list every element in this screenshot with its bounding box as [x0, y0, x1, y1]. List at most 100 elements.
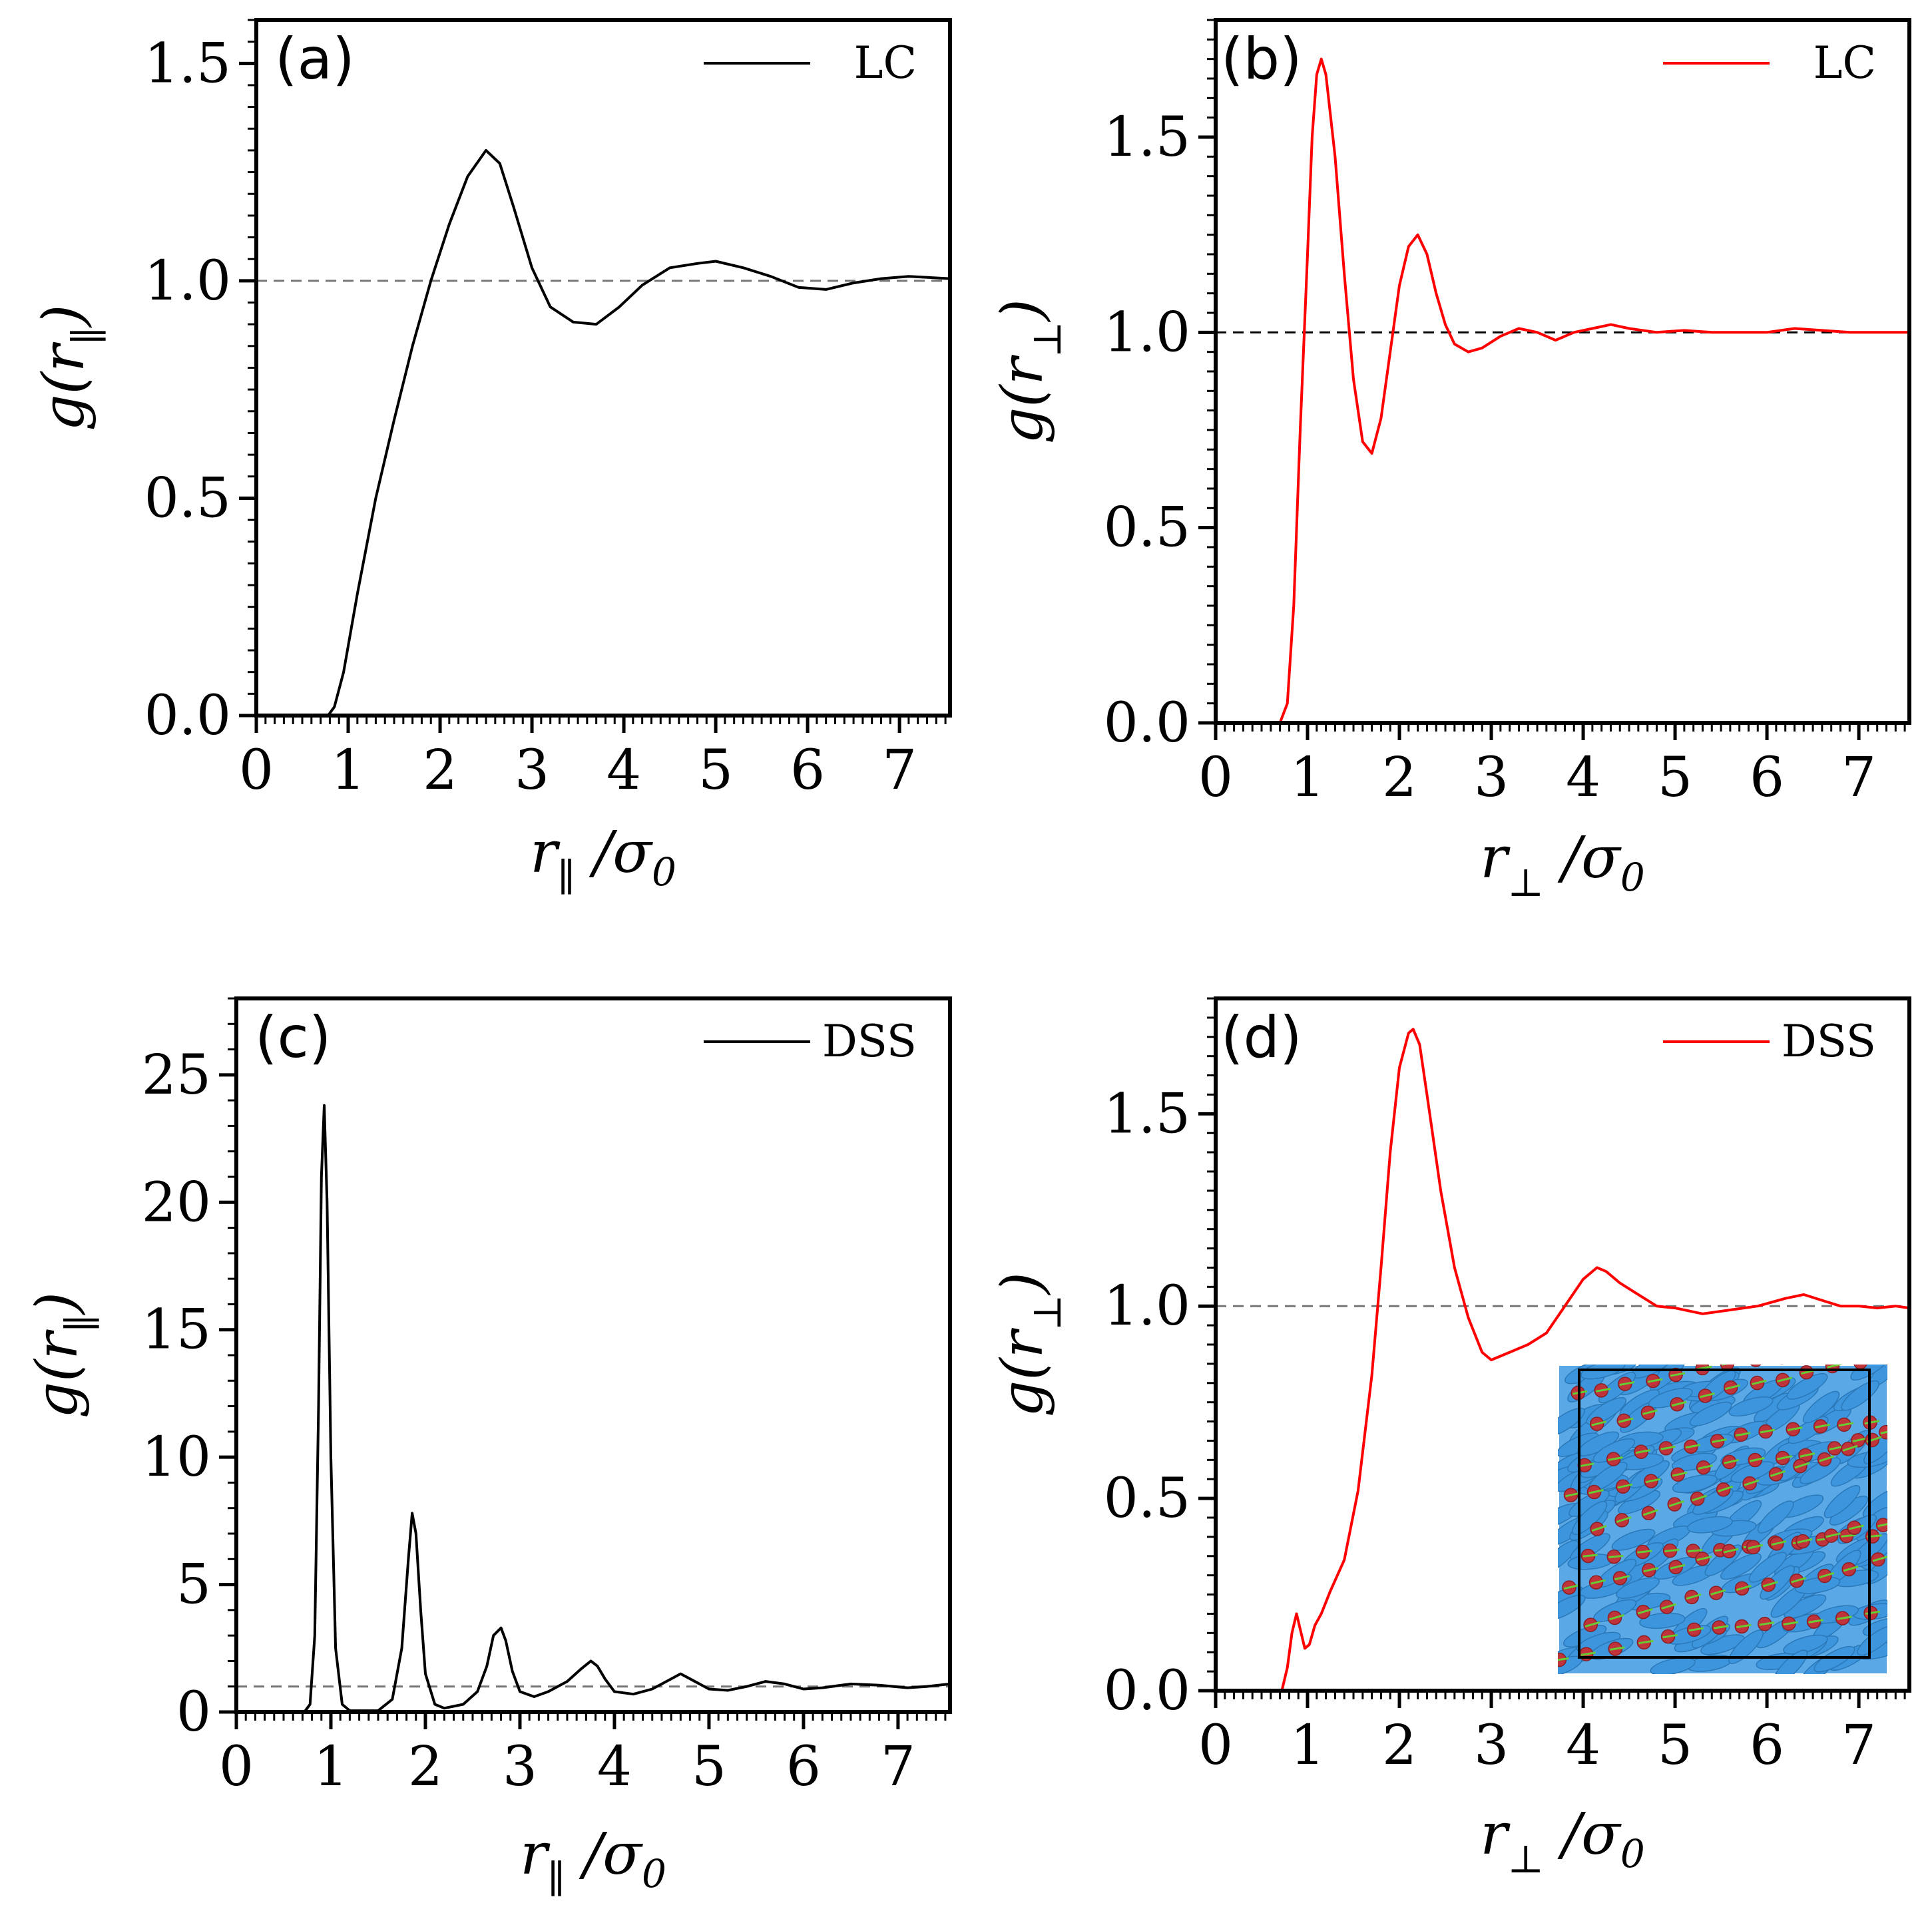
dipole-arrow [1760, 1428, 1776, 1434]
dipole-arrow [1848, 1524, 1864, 1530]
y-tick-label: 0.0 [1104, 692, 1190, 755]
x-tick-label: 6 [790, 739, 825, 802]
x-tick-label: 0 [1198, 746, 1233, 809]
ellipsoid-particle [1672, 1474, 1718, 1494]
dipolar-sphere [1853, 1365, 1867, 1370]
dipole-arrow [1637, 1550, 1652, 1554]
dipole-arrow [1616, 1516, 1632, 1523]
legend-label: LC [1813, 37, 1876, 89]
ellipsoid-particle [1800, 1457, 1841, 1484]
y-tick-label: 1.5 [1104, 106, 1190, 169]
y-tick-label: 0.0 [1104, 1659, 1190, 1723]
y-tick-label: 1.5 [1104, 1082, 1190, 1146]
x-axis-label: r∥ /σ0 [520, 1821, 666, 1902]
dipole-arrow [1724, 1458, 1739, 1464]
dipole-arrow [1700, 1392, 1715, 1398]
ellipsoid-particle [1639, 1612, 1686, 1629]
panel-d: 0 1 2 3 4 5 6 7 0.0 0.5 1.0 1.5 r⊥ /σ0 g(r⊥) (d) DSS [989, 996, 1911, 1882]
dipolar-sphere [1895, 1426, 1908, 1439]
x-tick-label: 2 [423, 739, 457, 802]
dipole-arrow [1865, 1610, 1881, 1615]
dipolar-sphere [1823, 1339, 1837, 1352]
dipolar-sphere [1776, 1351, 1789, 1365]
x-tick-label: 5 [1658, 1714, 1692, 1777]
dipole-arrow [1841, 1534, 1856, 1538]
dipole-arrow [1762, 1581, 1778, 1588]
y-tick-label: 5 [176, 1554, 211, 1617]
inset-particles [1558, 1331, 1918, 1674]
dipole-arrow [1777, 1455, 1792, 1460]
dipole-arrow [1635, 1449, 1651, 1454]
dipole-arrow [1873, 1335, 1888, 1338]
legend-label: DSS [1782, 1016, 1876, 1067]
y-axis-label: g(r⊥) [989, 299, 1070, 444]
dipole-arrow [1591, 1420, 1607, 1426]
dipole-arrow [1642, 1409, 1658, 1415]
dipole-arrow [1852, 1437, 1868, 1442]
dipole-arrow [1578, 1462, 1594, 1468]
panel-a: 0 1 2 3 4 5 6 7 0.0 0.5 1.0 1.5 r∥ /σ0 g(r∥) (a) LC [31, 18, 952, 900]
dipole-arrow [1748, 1544, 1764, 1550]
dipole-arrow [1837, 1615, 1852, 1620]
dipole-arrow [1725, 1384, 1740, 1390]
dipole-arrow [1890, 1417, 1905, 1420]
x-tick-label: 3 [1474, 746, 1509, 809]
ellipsoid-particle [1650, 1657, 1696, 1674]
x-tick-label: 4 [597, 1735, 632, 1799]
y-tick-label: 1.5 [144, 32, 231, 95]
dipole-arrow [1595, 1387, 1611, 1392]
x-tick-label: 6 [1750, 746, 1784, 809]
y-axis-label: g(r∥) [24, 1292, 105, 1418]
x-axis-label: r∥ /σ0 [530, 819, 676, 900]
dipole-arrow [1883, 1356, 1897, 1359]
dipole-arrow [1710, 1589, 1726, 1595]
dipole-arrow [1591, 1525, 1607, 1532]
y-tick-label: 0.5 [1104, 1467, 1190, 1530]
ellipsoid-particle [1823, 1485, 1861, 1518]
ellipsoid-particle [1687, 1516, 1733, 1534]
legend-label: LC [854, 37, 917, 89]
dipole-arrow [1647, 1378, 1663, 1383]
dipole-arrow [1864, 1420, 1880, 1425]
dipole-arrow [1686, 1593, 1702, 1600]
panel-label: (b) [1221, 26, 1302, 93]
ellipsoid-particle [1720, 1553, 1762, 1580]
ellipsoid-particle [1558, 1407, 1585, 1436]
x-tick-label: 4 [1566, 1714, 1600, 1777]
dipole-arrow [1723, 1548, 1739, 1554]
dipole-arrow [1563, 1584, 1579, 1590]
dipole-arrow [1819, 1572, 1835, 1579]
y-tick-label: 1.0 [1104, 1275, 1190, 1338]
x-tick-label: 5 [692, 1735, 726, 1799]
dipole-arrow [1698, 1464, 1714, 1470]
dipolar-sphere [1905, 1347, 1918, 1361]
dipolar-sphere [1872, 1331, 1885, 1344]
dipole-arrow [1670, 1372, 1686, 1377]
x-tick-label: 2 [408, 1735, 443, 1799]
dipole-arrow [1668, 1500, 1684, 1508]
dipole-arrow [1736, 1623, 1752, 1629]
x-tick-label: 6 [1750, 1714, 1784, 1777]
dipolar-sphere [1847, 1334, 1861, 1347]
dipole-arrow [1688, 1627, 1704, 1632]
legend-label: DSS [822, 1016, 917, 1067]
dipole-arrow [1849, 1339, 1863, 1342]
dipole-arrow [1614, 1575, 1630, 1581]
inset-snapshot [1558, 1331, 1918, 1674]
x-axis-label: r⊥ /σ0 [1480, 825, 1645, 905]
dipole-arrow [1618, 1417, 1634, 1423]
dipole-arrow [1777, 1356, 1792, 1359]
dipole-arrow [1685, 1444, 1701, 1449]
panel-b: 0 1 2 3 4 5 6 7 0.0 0.5 1.0 1.5 r⊥ /σ0 g(r⊥) (b) LC [989, 18, 1911, 905]
x-tick-label: 5 [698, 739, 733, 802]
dipole-arrow [1712, 1438, 1727, 1443]
dipole-arrow [1744, 1479, 1760, 1486]
dipole-arrow [1825, 1344, 1839, 1347]
dipole-arrow [1750, 1359, 1765, 1361]
dipole-arrow [1800, 1452, 1815, 1458]
dipole-arrow [1582, 1554, 1598, 1558]
x-axis-label: r⊥ /σ0 [1480, 1801, 1645, 1882]
dipole-arrow [1771, 1540, 1787, 1546]
dipole-arrow [1672, 1471, 1688, 1477]
